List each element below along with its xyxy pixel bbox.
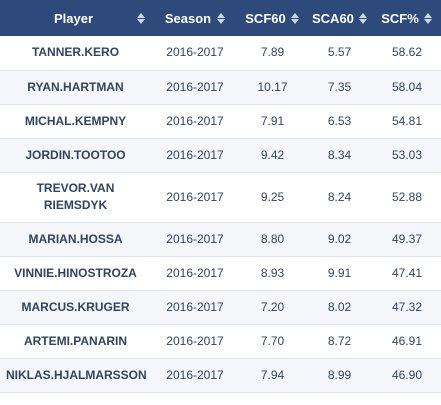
season-cell: 2016-2017 (166, 299, 224, 314)
season-cell: 2016-2017 (166, 147, 224, 162)
sca60-cell: 8.34 (327, 147, 352, 162)
season-cell: 2016-2017 (166, 333, 224, 348)
table-row: MARCUS.KRUGER 2016-2017 7.20 8.02 47.32 (0, 290, 441, 324)
scf60-cell: 7.94 (260, 367, 285, 382)
sort-icon[interactable] (216, 12, 225, 24)
sort-icon[interactable] (136, 12, 145, 24)
scf60-cell: 9.42 (260, 147, 285, 162)
scf-pct-cell: 49.37 (391, 231, 423, 246)
column-header-scf60[interactable]: SCF60 (239, 0, 306, 36)
season-cell: 2016-2017 (166, 189, 224, 204)
column-header-label: Player (54, 10, 94, 26)
player-cell: VINNIE.HINOSTROZA (14, 265, 137, 280)
table-row: NIKLAS.HJALMARSSON 2016-2017 7.94 8.99 4… (0, 358, 441, 392)
season-cell: 2016-2017 (166, 79, 224, 94)
table-row: MARIAN.HOSSA 2016-2017 8.80 9.02 49.37 (0, 222, 441, 256)
player-cell: TREVOR.VAN RIEMSDYK (36, 181, 115, 212)
column-header-label: SCF% (381, 10, 419, 26)
player-cell: JORDIN.TOOTOO (25, 147, 126, 162)
table-row: VINNIE.HINOSTROZA 2016-2017 8.93 9.91 47… (0, 256, 441, 290)
scf60-cell: 8.80 (260, 231, 285, 246)
player-cell: NIKLAS.HJALMARSSON (6, 367, 147, 382)
table-row: TREVOR.VAN RIEMSDYK 2016-2017 9.25 8.24 … (0, 172, 441, 222)
season-cell: 2016-2017 (166, 231, 224, 246)
player-cell: MARIAN.HOSSA (28, 231, 123, 246)
season-cell: 2016-2017 (166, 113, 224, 128)
scf-pct-cell: 54.81 (391, 113, 423, 128)
player-cell: RYAN.HARTMAN (27, 79, 124, 94)
scf-pct-cell: 53.03 (391, 147, 423, 162)
sca60-cell: 6.53 (327, 113, 352, 128)
scf-pct-cell: 58.62 (391, 45, 423, 60)
scf60-cell: 8.93 (260, 265, 285, 280)
sca60-cell: 7.35 (327, 79, 352, 94)
sca60-cell: 8.24 (327, 189, 352, 204)
column-header-sca60[interactable]: SCA60 (306, 0, 373, 36)
sort-icon[interactable] (291, 12, 300, 24)
sca60-cell: 8.02 (327, 299, 352, 314)
scf60-cell: 7.70 (260, 333, 285, 348)
sort-icon[interactable] (424, 12, 433, 24)
table-row: MICHAL.KEMPNY 2016-2017 7.91 6.53 54.81 (0, 104, 441, 138)
table-row: ARTEMI.PANARIN 2016-2017 7.70 8.72 46.91 (0, 324, 441, 358)
season-cell: 2016-2017 (166, 265, 224, 280)
player-cell: TANNER.KERO (31, 45, 120, 60)
scf-pct-cell: 58.04 (391, 79, 423, 94)
sca60-cell: 9.02 (327, 231, 352, 246)
table-header: Player Season SCF60 SCA60 (0, 0, 441, 36)
table-row: TANNER.KERO 2016-2017 7.89 5.57 58.62 (0, 36, 441, 70)
column-header-label: SCA60 (312, 10, 354, 26)
table-body: TANNER.KERO 2016-2017 7.89 5.57 58.62 RY… (0, 36, 441, 392)
scf60-cell: 10.17 (257, 79, 288, 94)
stats-table: Player Season SCF60 SCA60 (0, 0, 441, 392)
player-cell: MARCUS.KRUGER (21, 299, 130, 314)
column-header-label: Season (164, 10, 212, 26)
sca60-cell: 8.72 (327, 333, 352, 348)
player-cell: MICHAL.KEMPNY (24, 113, 127, 128)
column-header-season[interactable]: Season (151, 0, 239, 36)
scf60-cell: 9.25 (260, 189, 285, 204)
scf-pct-cell: 47.32 (391, 299, 423, 314)
scf-pct-cell: 46.90 (391, 367, 423, 382)
sca60-cell: 8.99 (327, 367, 352, 382)
season-cell: 2016-2017 (166, 367, 224, 382)
scf-pct-cell: 47.41 (391, 265, 423, 280)
column-header-scf-pct[interactable]: SCF% (373, 0, 441, 36)
table-row: RYAN.HARTMAN 2016-2017 10.17 7.35 58.04 (0, 70, 441, 104)
scf60-cell: 7.89 (260, 45, 285, 60)
column-header-label: SCF60 (245, 10, 286, 26)
sca60-cell: 9.91 (327, 265, 352, 280)
sca60-cell: 5.57 (327, 45, 352, 60)
scf-pct-cell: 46.91 (391, 333, 423, 348)
table-row: JORDIN.TOOTOO 2016-2017 9.42 8.34 53.03 (0, 138, 441, 172)
scf60-cell: 7.91 (260, 113, 285, 128)
scf60-cell: 7.20 (260, 299, 285, 314)
scf-pct-cell: 52.88 (391, 189, 423, 204)
header-row: Player Season SCF60 SCA60 (0, 0, 441, 36)
column-header-player[interactable]: Player (0, 0, 151, 36)
season-cell: 2016-2017 (166, 45, 224, 60)
sort-icon[interactable] (359, 12, 368, 24)
player-cell: ARTEMI.PANARIN (23, 333, 128, 348)
